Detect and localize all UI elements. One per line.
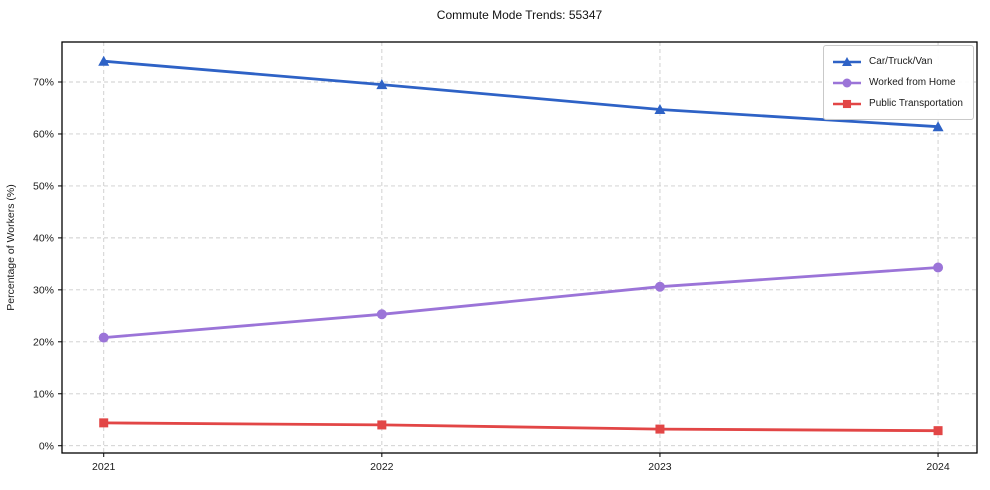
chart-title: Commute Mode Trends: 55347 — [436, 8, 603, 22]
square-marker — [655, 424, 665, 434]
y-tick-label: 10% — [33, 388, 54, 400]
triangle-marker — [98, 55, 110, 66]
series-car-truck-van — [98, 55, 944, 132]
square-legend-swatch — [833, 99, 862, 108]
legend-label: Car/Truck/Van — [869, 56, 933, 67]
circle-marker — [933, 262, 944, 273]
y-tick-label: 40% — [33, 232, 54, 244]
circle-legend-swatch — [833, 78, 862, 87]
x-tick-label: 2023 — [648, 461, 672, 473]
series-line — [102, 421, 940, 433]
circle-marker — [842, 78, 852, 87]
legend-item: Car/Truck/Van — [832, 51, 963, 72]
circle-marker — [98, 332, 109, 343]
y-axis-label: Percentage of Workers (%) — [5, 184, 17, 310]
triangle-legend-swatch — [833, 56, 862, 66]
legend: Car/Truck/Van Worked from Home Public Tran… — [823, 45, 974, 120]
legend-label: Public Transportation — [869, 98, 963, 109]
legend-item: Public Transportation — [832, 93, 963, 114]
x-tick-label: 2024 — [926, 461, 950, 473]
square-marker — [99, 418, 109, 428]
x-tick-label: 2021 — [92, 461, 116, 473]
triangle-marker — [932, 121, 944, 132]
series-line — [102, 59, 940, 129]
series-worked-from-home — [98, 262, 944, 343]
square-marker — [933, 426, 943, 436]
triangle-marker — [654, 104, 666, 115]
triangle-marker — [376, 79, 388, 90]
circle-marker — [376, 309, 387, 320]
y-tick-label: 20% — [33, 336, 54, 348]
series-line — [102, 266, 940, 340]
square-marker — [377, 420, 387, 430]
y-tick-label: 50% — [33, 181, 54, 193]
y-tick-label: 60% — [33, 129, 54, 141]
triangle-marker — [842, 56, 852, 66]
legend-item: Worked from Home — [832, 72, 963, 93]
y-tick-label: 70% — [33, 77, 54, 89]
y-tick-label: 0% — [39, 440, 54, 452]
series-public-transportation — [99, 418, 943, 436]
square-marker — [842, 99, 852, 108]
circle-marker — [654, 281, 665, 292]
plot-border — [61, 41, 978, 454]
x-tick-label: 2022 — [370, 461, 394, 473]
y-tick-label: 30% — [33, 284, 54, 296]
legend-label: Worked from Home — [869, 77, 956, 88]
